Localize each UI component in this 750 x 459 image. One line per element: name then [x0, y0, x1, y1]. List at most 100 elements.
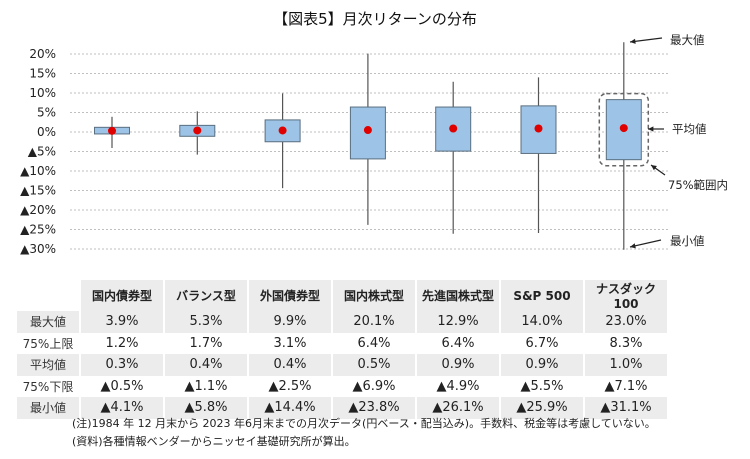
y-axis-ticks: 20% 15% 10% 5% 0% ▲5% ▲10% ▲15% ▲20% ▲25% ▲30% — [20, 47, 56, 256]
arrow-head — [651, 165, 657, 171]
table-cell: 0.5% — [333, 354, 415, 376]
table-cell: ▲0.5% — [100, 378, 144, 394]
column-header: 外国債券型 — [249, 280, 331, 311]
arrow-head — [648, 126, 654, 132]
range-annotation: 75%範囲内 — [668, 178, 728, 192]
min-annotation: 最小値 — [670, 234, 705, 248]
range-arrow — [650, 164, 666, 176]
table-cell: 1.2% — [105, 335, 139, 351]
table-cell: ▲26.1% — [417, 397, 499, 419]
table-cell: 0.3% — [81, 354, 163, 376]
table-cell: 0.9% — [501, 354, 583, 376]
table-cell: 6.4% — [357, 335, 391, 351]
table-cell: ▲2.5% — [268, 378, 312, 394]
box-1 — [179, 111, 216, 155]
table-cell: 14.0% — [501, 311, 583, 333]
box-3 — [349, 53, 386, 225]
max-arrow — [629, 37, 663, 44]
column-header: バランス型 — [165, 280, 247, 311]
table-cell: ▲14.4% — [249, 397, 331, 419]
y-tick-label: ▲20% — [20, 203, 56, 217]
table-cell: 1.0% — [585, 354, 667, 376]
row-label: 75%下限 — [22, 379, 74, 394]
table-row: 75%下限 ▲0.5% ▲1.1% ▲2.5% ▲6.9% ▲4.9% ▲5.5% ▲7.1% — [17, 376, 667, 398]
table-cell: ▲5.8% — [165, 397, 247, 419]
column-header: 先進国株式型 — [417, 280, 499, 311]
table-cell: 0.9% — [417, 354, 499, 376]
note-line: (注)1984 年 12 月末から 2023 年6月末までの月次データ(円ベース… — [72, 417, 656, 430]
table-cell: ▲5.5% — [520, 378, 564, 394]
table-cell: 1.7% — [189, 335, 223, 351]
arrow-head — [630, 38, 636, 44]
box-series — [94, 42, 642, 250]
row-label: 75%上限 — [22, 336, 74, 351]
mean-marker — [534, 124, 543, 133]
y-tick-label: ▲30% — [20, 242, 56, 256]
table-cell: 5.3% — [165, 311, 247, 333]
y-tick-label: 0% — [37, 125, 56, 139]
table-cell: ▲31.1% — [585, 397, 667, 419]
y-tick-label: 20% — [29, 47, 56, 61]
mean-marker — [449, 124, 458, 133]
table-header-row: 国内債券型 バランス型 外国債券型 国内株式型 先進国株式型 S&P 500 ナスダック10… — [17, 280, 667, 311]
mean-marker — [108, 126, 116, 135]
table-cell: 3.9% — [81, 311, 163, 333]
table-cell: 23.0% — [585, 311, 667, 333]
table-cell: 6.4% — [441, 335, 475, 351]
y-tick-label: 5% — [37, 106, 56, 120]
column-header: S&P 500 — [501, 280, 583, 311]
table-cell: ▲6.9% — [352, 378, 396, 394]
table-cell: ▲25.9% — [501, 397, 583, 419]
mean-arrow — [648, 126, 664, 132]
table-cell: 20.1% — [333, 311, 415, 333]
column-header: 国内債券型 — [81, 280, 163, 311]
box-0 — [94, 116, 130, 148]
box-2 — [264, 93, 301, 189]
y-tick-label: 15% — [29, 67, 56, 81]
table-cell: ▲23.8% — [333, 397, 415, 419]
arrow-head — [630, 243, 636, 249]
box-5 — [520, 77, 557, 234]
box-4 — [435, 81, 472, 234]
table-cell: 3.1% — [273, 335, 307, 351]
mean-marker — [193, 126, 202, 135]
table-row: 最小値 ▲4.1% ▲5.8% ▲14.4% ▲23.8% ▲26.1% ▲25.9% ▲31… — [17, 397, 667, 419]
table-row: 75%上限 1.2% 1.7% 3.1% 6.4% 6.4% 6.7% 8.3% — [17, 333, 667, 355]
y-tick-label: 10% — [29, 86, 56, 100]
table-cell: 8.3% — [609, 335, 643, 351]
y-tick-label: ▲25% — [20, 223, 56, 237]
table-cell: ▲4.9% — [436, 378, 480, 394]
table-cell: 9.9% — [249, 311, 331, 333]
table-cell: ▲4.1% — [81, 397, 163, 419]
table-cell: ▲1.1% — [184, 378, 228, 394]
y-tick-label: ▲5% — [28, 145, 56, 159]
mean-marker — [619, 124, 628, 133]
table-cell: 0.4% — [249, 354, 331, 376]
column-header: ナスダック100 — [585, 280, 667, 311]
column-header: 国内株式型 — [333, 280, 415, 311]
row-label: 平均値 — [17, 354, 79, 376]
chart-title: 【図表5】月次リターンの分布 — [273, 10, 477, 28]
row-label: 最小値 — [17, 397, 79, 419]
mean-marker — [363, 126, 372, 135]
row-label: 最大値 — [17, 311, 79, 333]
table-cell: ▲7.1% — [604, 378, 648, 394]
table-cell: 0.4% — [165, 354, 247, 376]
y-tick-label: ▲15% — [20, 184, 56, 198]
table-corner — [17, 280, 79, 311]
max-annotation: 最大値 — [670, 33, 705, 47]
footnotes: (注)1984 年 12 月末から 2023 年6月末までの月次データ(円ベース… — [72, 415, 656, 451]
table-row: 平均値 0.3% 0.4% 0.4% 0.5% 0.9% 0.9% 1.0% — [17, 354, 667, 376]
source-line: (資料)各種情報ベンダーからニッセイ基礎研究所が算出。 — [72, 435, 356, 448]
y-tick-label: ▲10% — [20, 164, 56, 178]
box-plot-chart: 20% 15% 10% 5% 0% ▲5% ▲10% ▲15% ▲20% ▲25% ▲30% 最大値… — [20, 33, 728, 256]
box-6 — [605, 42, 642, 250]
mean-marker — [278, 126, 287, 135]
table-row: 最大値 3.9% 5.3% 9.9% 20.1% 12.9% 14.0% 23.0% — [17, 311, 667, 333]
table-cell: 6.7% — [525, 335, 559, 351]
min-arrow — [629, 239, 662, 249]
mean-annotation: 平均値 — [672, 122, 707, 136]
range-highlight — [598, 92, 650, 167]
table-cell: 12.9% — [417, 311, 499, 333]
